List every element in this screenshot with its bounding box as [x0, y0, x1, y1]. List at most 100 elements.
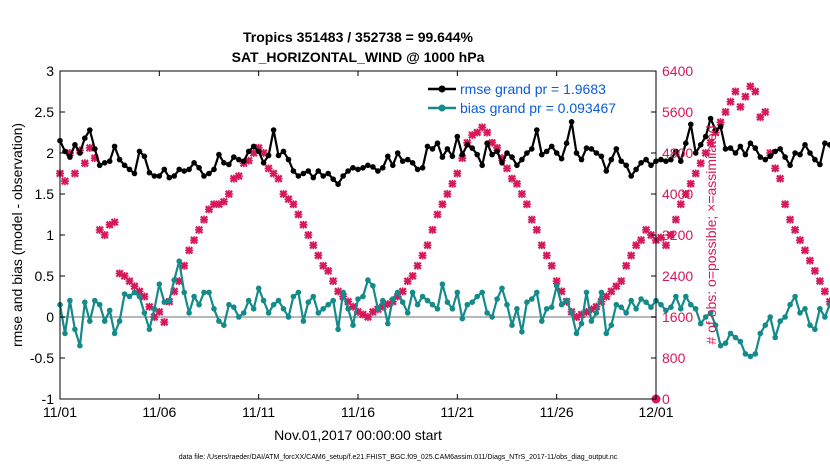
bias-point — [380, 297, 386, 304]
bias-point — [87, 318, 93, 324]
bias-point — [807, 322, 813, 329]
rmse-point — [827, 142, 830, 148]
obs-point — [532, 225, 541, 234]
bias-point — [787, 301, 793, 308]
bias-point — [92, 297, 98, 304]
obs-point — [820, 287, 829, 296]
rmse-point — [275, 152, 282, 159]
rmse-point — [688, 121, 694, 128]
bias-point — [707, 310, 714, 316]
bias-point — [697, 320, 704, 327]
bias-point — [285, 314, 292, 320]
rmse-point — [469, 145, 476, 151]
obs-point — [453, 169, 462, 178]
rmse-point — [603, 168, 610, 174]
bias-point — [792, 293, 798, 300]
bias-point — [260, 297, 267, 304]
obs-point — [805, 256, 814, 265]
rmse-point — [355, 166, 361, 173]
rmse-point — [390, 162, 396, 169]
bias-point — [340, 289, 346, 296]
bias-point — [782, 314, 788, 320]
bias-point — [732, 334, 739, 341]
bias-point — [479, 289, 486, 296]
obs-point — [791, 225, 800, 234]
rmse-point — [121, 162, 128, 169]
bias-line — [58, 260, 830, 358]
rmse-point — [166, 174, 173, 181]
obs-point — [661, 241, 670, 250]
bias-point — [802, 306, 808, 312]
bias-point — [390, 296, 396, 302]
rmse-point — [608, 156, 615, 163]
rmse-point — [548, 143, 555, 150]
obs-point — [676, 200, 685, 209]
rmse-point — [678, 158, 684, 164]
rmse-point — [414, 166, 421, 173]
rmse-point — [211, 166, 217, 173]
rmse-point — [529, 146, 535, 152]
obs-point — [155, 307, 164, 316]
rmse-point — [241, 158, 247, 164]
rmse-point — [350, 165, 356, 171]
bias-point — [563, 297, 570, 304]
y-tick-label-left: 1 — [46, 227, 54, 243]
rmse-point — [489, 151, 495, 158]
obs-point — [706, 138, 715, 147]
obs-point — [428, 225, 437, 234]
bias-point — [499, 285, 505, 292]
rmse-point — [385, 153, 391, 160]
obs-point — [671, 215, 680, 224]
bias-point — [509, 322, 515, 329]
rmse-point — [394, 150, 401, 156]
bias-point — [504, 301, 510, 308]
rmse-point — [176, 166, 182, 173]
obs-point — [319, 261, 328, 270]
obs-point — [736, 102, 745, 111]
rmse-point — [335, 181, 341, 187]
rmse-point — [255, 148, 262, 155]
bias-point — [688, 301, 694, 308]
y-tick-label-left: 0.5 — [35, 268, 55, 284]
bias-point — [543, 306, 550, 312]
obs-point — [681, 190, 690, 198]
bias-point — [633, 306, 639, 312]
rmse-point — [628, 173, 634, 179]
rmse-point — [141, 153, 148, 160]
rmse-point — [216, 151, 222, 158]
bias-point — [752, 351, 759, 357]
obs-point — [776, 174, 785, 183]
y-tick-label-left: 1.5 — [35, 186, 55, 202]
obs-point — [517, 190, 526, 198]
bias-point — [727, 330, 734, 337]
y-tick-label-right: 800 — [662, 350, 686, 366]
rmse-point — [191, 160, 197, 166]
rmse-point — [747, 140, 754, 146]
bias-point — [171, 277, 177, 283]
bias-point — [265, 310, 272, 316]
chart-title-line-2: SAT_HORIZONTAL_WIND @ 1000 hPa — [232, 49, 485, 65]
legend-bias-marker — [438, 104, 446, 112]
obs-point — [731, 87, 740, 96]
bias-point — [573, 330, 580, 337]
rmse-point — [464, 142, 471, 148]
bias-point — [658, 301, 664, 308]
rmse-point — [697, 142, 704, 148]
chart-title: Tropics 351483 / 352738 = 99.644% SAT_HO… — [232, 29, 485, 65]
bias-point — [111, 330, 118, 337]
rmse-point — [807, 150, 813, 156]
rmse-point — [638, 160, 644, 166]
bias-point — [812, 326, 818, 333]
rmse-point — [87, 127, 93, 133]
obs-point — [190, 236, 199, 245]
rmse-point — [300, 170, 307, 177]
bias-point — [772, 334, 778, 341]
rmse-point — [702, 133, 709, 140]
bias-point — [275, 297, 282, 304]
obs-point — [299, 220, 308, 229]
rmse-point — [270, 127, 277, 133]
bias-point — [777, 318, 783, 324]
bias-point — [623, 310, 629, 316]
bias-point — [360, 293, 366, 300]
obs-point — [180, 261, 189, 270]
